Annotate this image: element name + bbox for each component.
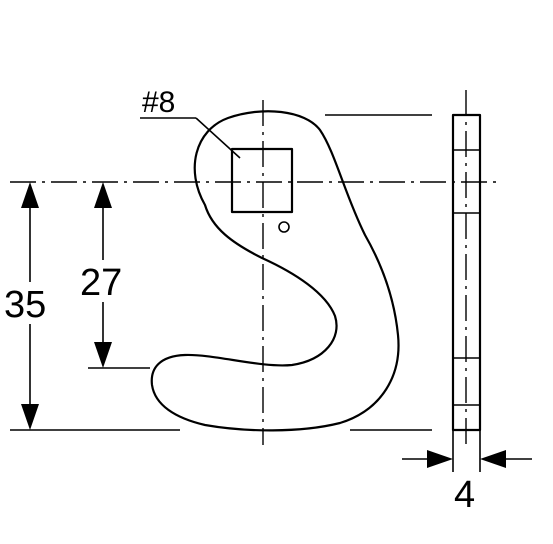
arrowhead-27-top: [94, 182, 112, 208]
dimension-4-label: 4: [454, 474, 475, 516]
dimension-35-label: 35: [4, 284, 46, 326]
dimension-thickness: 4: [402, 430, 532, 516]
dimension-overall-height: 35: [2, 182, 180, 431]
label-27-background: [78, 260, 130, 302]
label-35-background: [2, 282, 54, 324]
hole-size-callout: #8: [140, 86, 241, 159]
small-hole-circle: [278, 221, 290, 233]
arrowhead-35-bottom: [21, 404, 39, 430]
arrowhead-27-bottom: [94, 342, 112, 368]
dimension-27-label: 27: [80, 262, 122, 304]
hook-front-view: [150, 100, 400, 445]
leader-line: [195, 117, 241, 159]
hole-size-label: #8: [142, 86, 175, 119]
arrowhead-4-left: [427, 450, 453, 468]
dimension-to-center: 27: [78, 182, 150, 369]
arrowhead-4-right: [480, 450, 506, 468]
square-hole: [230, 147, 294, 214]
hook-outline: [150, 110, 400, 432]
hook-side-view: [325, 90, 482, 450]
arrowhead-35-top: [21, 182, 39, 208]
